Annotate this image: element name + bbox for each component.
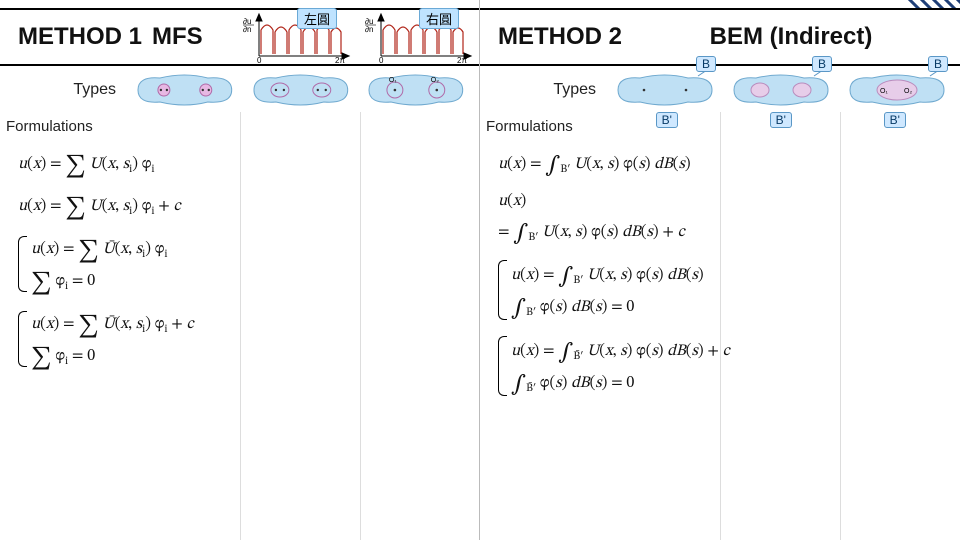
header-bem: METHOD 2 BEM (Indirect) <box>480 8 960 66</box>
slide: METHOD 1 MFS 左圓 ∂u ∂n 0 2π <box>0 0 960 540</box>
method-label: METHOD 1 <box>0 23 142 51</box>
formulations-label: Formulations <box>486 118 573 135</box>
badge-Bprime: B' <box>656 112 678 128</box>
mfs-type-2 <box>246 70 356 110</box>
svg-text:O₁: O₁ <box>389 77 397 84</box>
panel-bem: METHOD 2 BEM (Indirect) Types B B <box>480 0 960 540</box>
formulations-label: Formulations <box>6 118 93 135</box>
mfs-equations: u(x) = ∑ U(x, si) φi u(x) = ∑ U(x, si) φ… <box>18 150 467 532</box>
method-name: MFS <box>142 23 203 51</box>
mfs-type-3: O₁ O₂ <box>361 70 471 110</box>
svg-text:O₂: O₂ <box>431 77 439 84</box>
mfs-type-1 <box>130 70 240 110</box>
dist-right-label: 右圓 <box>419 8 459 29</box>
svg-text:0: 0 <box>379 56 384 64</box>
types-label: Types <box>480 81 610 99</box>
bem-eq-4: u(x) = ∫B̄′ U(x, s) φ(s) dB(s) + c ∫B̄′ … <box>498 336 948 396</box>
bem-type-1: B <box>610 70 720 110</box>
bem-eq-2: u(x) = ∫B′ U(x, s) φ(s) dB(s) + c <box>498 192 948 244</box>
mfs-eq-1: u(x) = ∑ U(x, si) φi <box>18 150 467 176</box>
dist-left: 左圓 ∂u ∂n 0 2π <box>241 10 351 64</box>
badge-Bprime: B' <box>770 112 792 128</box>
types-label: Types <box>0 81 130 99</box>
bem-type-3: B O₁O₂ <box>842 70 952 110</box>
bem-equations: u(x) = ∫B′ U(x, s) φ(s) dB(s) u(x) = ∫B′… <box>498 150 948 532</box>
svg-text:2π: 2π <box>457 56 467 64</box>
svg-text:0: 0 <box>257 56 262 64</box>
types-row-mfs: Types <box>0 68 479 112</box>
badge-B: B <box>696 56 716 72</box>
svg-text:2π: 2π <box>335 56 345 64</box>
bem-eq-1: u(x) = ∫B′ U(x, s) φ(s) dB(s) <box>498 150 948 176</box>
header-mfs: METHOD 1 MFS 左圓 ∂u ∂n 0 2π <box>0 8 479 66</box>
badge-B: B <box>928 56 948 72</box>
svg-text:O₂: O₂ <box>904 88 912 95</box>
svg-text:∂n: ∂n <box>365 25 373 34</box>
svg-text:∂n: ∂n <box>243 25 251 34</box>
method-label: METHOD 2 <box>480 23 622 51</box>
svg-text:O₁: O₁ <box>880 88 888 95</box>
mfs-eq-3: u(x) = ∑ Ū(x, si) φi ∑ φi = 0 <box>18 235 467 294</box>
dist-left-label: 左圓 <box>297 8 337 29</box>
badge-Bprime: B' <box>884 112 906 128</box>
mfs-eq-4: u(x) = ∑ Ū(x, si) φi + c ∑ φi = 0 <box>18 310 467 369</box>
mfs-eq-2: u(x) = ∑ U(x, si) φi + c <box>18 192 467 218</box>
types-row-bem: Types B B <box>480 68 960 112</box>
panel-mfs: METHOD 1 MFS 左圓 ∂u ∂n 0 2π <box>0 0 480 540</box>
badge-B: B <box>812 56 832 72</box>
bem-eq-3: u(x) = ∫B′ U(x, s) φ(s) dB(s) ∫B′ φ(s) d… <box>498 260 948 320</box>
bem-type-2: B <box>726 70 836 110</box>
method-name: BEM (Indirect) <box>622 23 960 51</box>
dist-right: 右圓 ∂u ∂n 0 2π <box>363 10 473 64</box>
